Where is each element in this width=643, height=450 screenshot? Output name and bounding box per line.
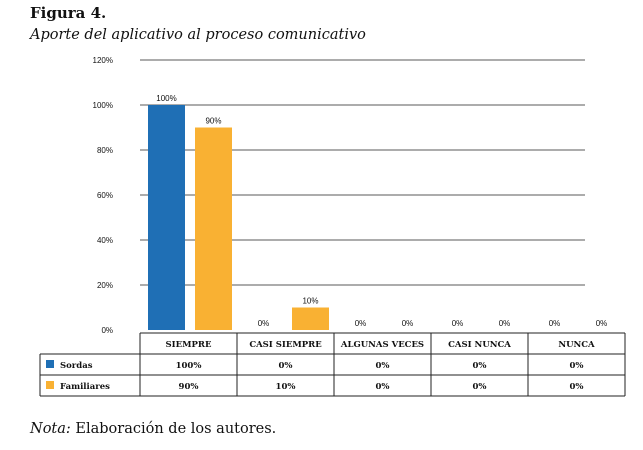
table-cell-value: 0% [279, 361, 293, 371]
table-cell-value: 0% [376, 382, 390, 392]
x-category-label: ALGUNAS VECES [340, 340, 424, 350]
bar-value-label: 0% [596, 319, 608, 328]
table-cell-value: 0% [570, 361, 584, 371]
table-cell-value: 10% [276, 382, 296, 392]
legend-label: Sordas [60, 361, 93, 371]
bar-value-label: 90% [205, 117, 221, 126]
note-text: Elaboración de los autores. [70, 421, 277, 437]
y-tick-label: 60% [97, 191, 113, 200]
x-category-label: CASI SIEMPRE [249, 340, 322, 350]
bar [195, 127, 232, 330]
x-category-label: NUNCA [558, 340, 595, 350]
x-category-label: CASI NUNCA [448, 340, 511, 350]
note-prefix: Nota: [30, 421, 71, 437]
legend-swatch [46, 360, 54, 368]
table-cell-value: 100% [176, 361, 202, 371]
table-cell-value: 0% [570, 382, 584, 392]
bar [148, 105, 185, 330]
bar-value-label: 100% [156, 94, 176, 103]
bar-value-label: 0% [452, 319, 464, 328]
bar-value-label: 10% [302, 297, 318, 306]
table-cell-value: 90% [179, 382, 199, 392]
y-tick-label: 40% [97, 236, 113, 245]
table-cell-value: 0% [473, 382, 487, 392]
figure-note: Nota: Elaboración de los autores. [30, 421, 276, 437]
legend-swatch [46, 381, 54, 389]
table-cell-value: 0% [473, 361, 487, 371]
bar-value-label: 0% [258, 319, 270, 328]
bar-value-label: 0% [355, 319, 367, 328]
y-tick-label: 120% [93, 56, 113, 65]
figure-title: Aporte del aplicativo al proceso comunic… [30, 27, 366, 43]
bar-value-label: 0% [402, 319, 414, 328]
y-tick-label: 100% [93, 101, 113, 110]
x-category-label: SIEMPRE [166, 340, 212, 350]
figure-label: Figura 4. [30, 4, 107, 22]
bar-value-label: 0% [549, 319, 561, 328]
y-tick-label: 20% [97, 281, 113, 290]
bar [292, 307, 329, 330]
y-tick-label: 80% [97, 146, 113, 155]
legend-label: Familiares [60, 382, 110, 392]
y-tick-label: 0% [101, 326, 113, 335]
bar-value-label: 0% [499, 319, 511, 328]
table-cell-value: 0% [376, 361, 390, 371]
